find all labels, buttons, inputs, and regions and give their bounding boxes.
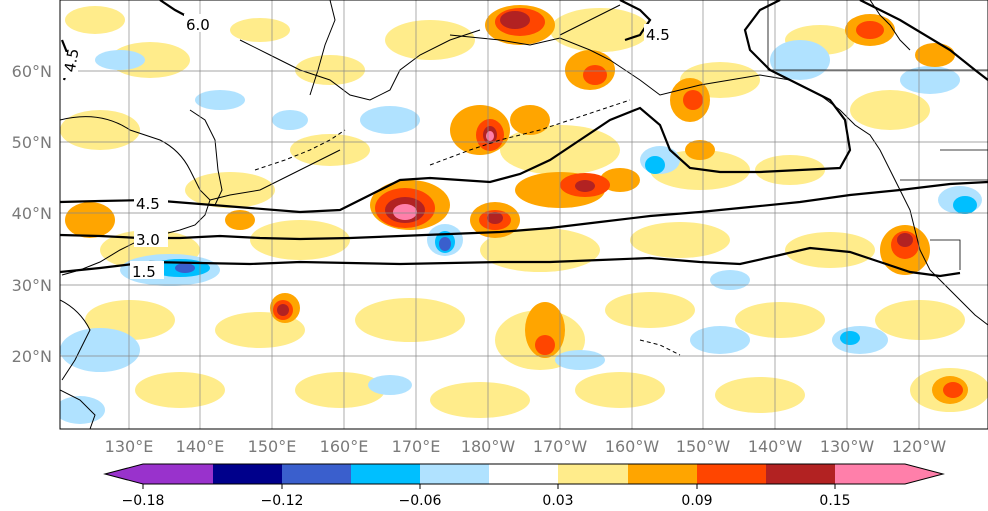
- contour-4-5-north: [619, 0, 652, 42]
- very-strong-positive-patches: [277, 11, 913, 316]
- gridlines: [60, 0, 988, 429]
- lat-tick: 50°N: [12, 133, 52, 152]
- lon-tick: 170°W: [533, 437, 588, 456]
- colorbar-segment: [628, 464, 697, 484]
- colorbar-segment: [143, 464, 213, 484]
- contour-label-6-0: 6.0: [186, 16, 210, 34]
- strong-negative-patches: [175, 237, 451, 273]
- colorbar-segment: [420, 464, 489, 484]
- longitude-axis: 130°E 140°E 150°E 160°E 170°E 180°W 170°…: [105, 437, 947, 456]
- colorbar-segment: [351, 464, 420, 484]
- contour-label-4-5-left: 4.5: [61, 47, 83, 74]
- contour-label-4-5: 4.5: [136, 195, 160, 213]
- contour-4-5: [60, 0, 852, 214]
- lat-tick: 20°N: [12, 347, 52, 366]
- contour-upper-right: [859, 0, 988, 81]
- colorbar-tick-label: 0.15: [819, 493, 850, 509]
- contour-lines: [60, 0, 988, 278]
- colorbar-segment: [766, 464, 835, 484]
- colorbar-tick-label: −0.06: [399, 493, 442, 509]
- colorbar-tick-label: 0.03: [542, 493, 573, 509]
- colorbar-tick-label: −0.12: [261, 493, 304, 509]
- contour-label-3-0: 3.0: [136, 231, 160, 249]
- lat-tick: 40°N: [12, 204, 52, 223]
- colorbar: −0.18 −0.12 −0.06 0.03 0.09 0.15: [103, 463, 945, 509]
- lon-tick: 140°E: [176, 437, 225, 456]
- lon-tick: 130°W: [820, 437, 875, 456]
- lon-tick: 180°W: [461, 437, 516, 456]
- lon-tick: 140°W: [748, 437, 803, 456]
- lat-tick: 30°N: [12, 276, 52, 295]
- colorbar-segment: [697, 464, 766, 484]
- contour-label-1-5: 1.5: [132, 263, 156, 281]
- lat-tick: 60°N: [12, 62, 52, 81]
- lon-tick: 160°W: [605, 437, 660, 456]
- colorbar-ticks: [142, 484, 836, 489]
- lon-tick: 160°E: [320, 437, 369, 456]
- contour-3-0: [60, 180, 988, 241]
- map-frame: [59, 0, 988, 430]
- lon-tick: 150°W: [676, 437, 731, 456]
- anomaly-field: 6.0 4.5 4.5 4.5 3.0 1.5: [60, 0, 988, 429]
- colorbar-segment: [558, 464, 628, 484]
- colorbar-segment: [835, 464, 905, 484]
- colorbar-segment: [213, 464, 282, 484]
- latitude-axis: 60°N 50°N 40°N 30°N 20°N: [12, 62, 52, 366]
- colorbar-tick-label: −0.18: [122, 493, 165, 509]
- colorbar-segment: [489, 464, 558, 484]
- colorbar-tick-label: 0.09: [681, 493, 712, 509]
- coastlines: [60, 0, 988, 429]
- lon-tick: 170°E: [392, 437, 441, 456]
- contour-labels: 6.0 4.5 4.5 4.5 3.0 1.5: [60, 14, 674, 281]
- contour-1-5: [60, 246, 961, 278]
- lon-tick: 150°E: [248, 437, 297, 456]
- island-chains: [254, 99, 681, 356]
- colorbar-extend-max: [905, 464, 943, 484]
- political-borders: [767, 0, 988, 270]
- contour-label-4-5-north: 4.5: [646, 26, 670, 44]
- lon-tick: 130°E: [105, 437, 154, 456]
- lon-tick: 120°W: [892, 437, 947, 456]
- colorbar-segment: [282, 464, 351, 484]
- colorbar-extend-min: [105, 464, 143, 484]
